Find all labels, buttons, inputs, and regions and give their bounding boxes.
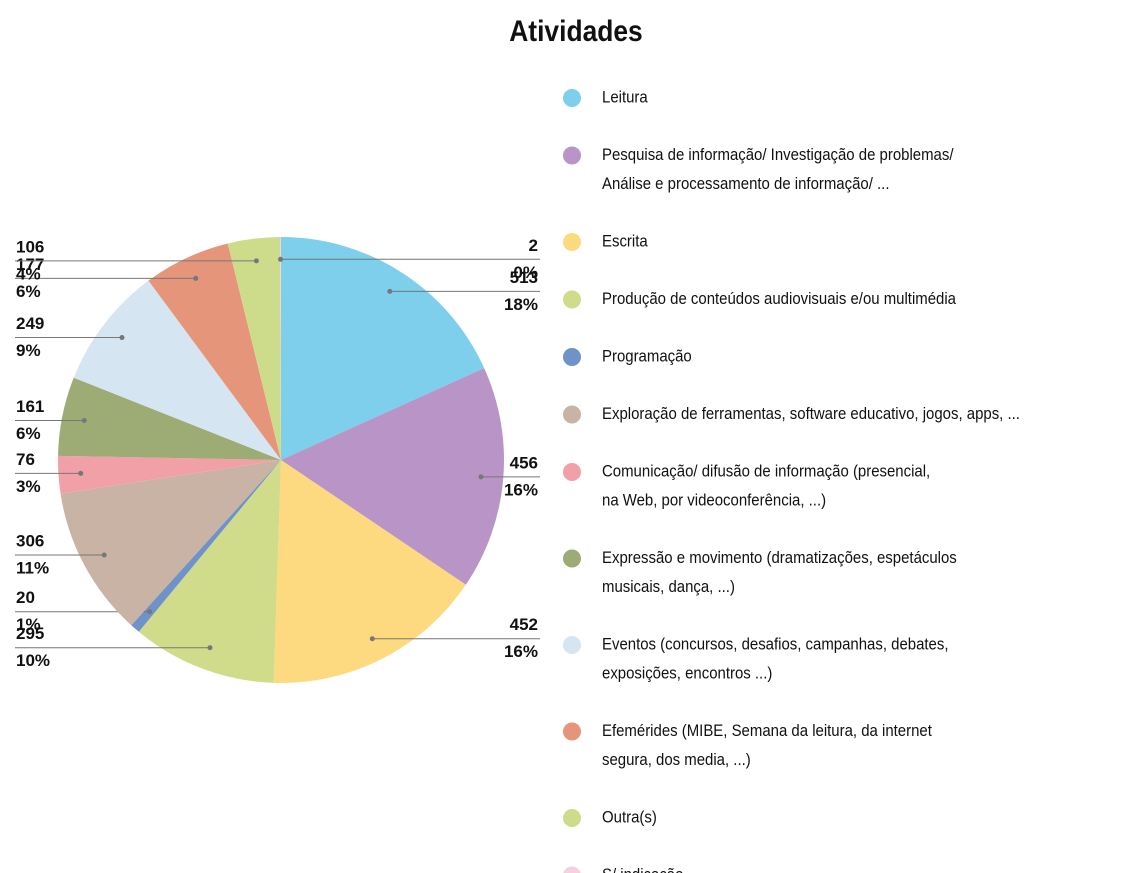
legend-label: exposições, encontros ...) [602, 665, 772, 683]
percent-label: 11% [16, 558, 49, 577]
pie-slice [281, 237, 485, 460]
pie-slice [73, 280, 281, 460]
legend-label: Leitura [602, 89, 648, 107]
pie-slice [60, 460, 282, 626]
legend-marker [563, 809, 581, 827]
percent-label: 4% [16, 264, 41, 283]
legend-label: Exploração de ferramentas, software educ… [602, 405, 1020, 423]
leader-dot [207, 645, 213, 651]
leader-dot [193, 275, 199, 281]
percent-label: 3% [16, 477, 41, 496]
value-label: 295 [16, 624, 44, 643]
pie-slice [131, 460, 281, 632]
legend-marker [563, 233, 581, 251]
value-label: 2 [529, 236, 538, 255]
leader-dot [147, 609, 153, 615]
legend-label: Pesquisa de informação/ Investigação de … [602, 146, 954, 164]
leader-dot [78, 470, 84, 476]
legend-label: Expressão e movimento (dramatizações, es… [602, 549, 957, 567]
pie-slice [58, 377, 282, 460]
percent-label: 6% [16, 424, 41, 443]
leader-dot [101, 552, 107, 558]
leader-dot [81, 417, 87, 423]
legend-label: S/ indicação [602, 866, 684, 873]
leader-dot [387, 288, 393, 294]
pie-slice [148, 243, 281, 460]
legend-marker [563, 722, 581, 741]
value-label: 513 [510, 268, 538, 287]
pie-slice [273, 460, 466, 683]
value-label: 20 [16, 588, 35, 607]
legend-label: Efemérides (MIBE, Semana da leitura, da … [602, 722, 932, 740]
legend-label: Eventos (concursos, desafios, campanhas,… [602, 636, 948, 654]
value-label: 456 [510, 453, 538, 472]
legend-marker [563, 405, 581, 424]
percent-label: 18% [504, 295, 538, 314]
leader-dot [278, 256, 284, 262]
value-label: 306 [16, 531, 44, 550]
legend-label: na Web, por videoconferência, ...) [602, 492, 826, 510]
legend-marker [563, 463, 581, 481]
legend-marker [563, 636, 581, 654]
legend-marker [563, 146, 581, 165]
legend-marker [563, 549, 581, 568]
leader-dot [369, 636, 375, 642]
value-label: 106 [16, 237, 44, 256]
legend-label: Programação [602, 348, 692, 366]
percent-label: 9% [16, 341, 41, 360]
chart-title: Atividades [509, 13, 642, 47]
percent-label: 16% [504, 642, 538, 661]
legend-marker [563, 348, 581, 366]
legend-marker [563, 866, 581, 873]
legend-label: Produção de conteúdos audiovisuais e/ou … [602, 290, 956, 308]
legend-label: Escrita [602, 233, 648, 251]
pie-slice [227, 237, 281, 460]
leader-dot [478, 474, 484, 480]
legend-label: segura, dos media, ...) [602, 751, 751, 769]
value-label: 249 [16, 314, 44, 333]
legend-label: Análise e processamento de informação/ .… [602, 175, 889, 193]
leader-dot [253, 258, 259, 264]
percent-label: 1% [16, 615, 41, 634]
legend-label: Outra(s) [602, 809, 657, 827]
pie-slice [280, 237, 281, 460]
leader-dot [119, 335, 125, 341]
pie-slice [281, 368, 505, 585]
percent-label: 16% [504, 480, 538, 499]
value-label: 452 [510, 615, 538, 634]
legend-marker [563, 89, 581, 107]
legend-label: musicais, dança, ...) [602, 578, 735, 596]
legend-label: Comunicação/ difusão de informação (pres… [602, 463, 930, 481]
percent-label: 6% [16, 282, 41, 301]
percent-label: 10% [16, 651, 50, 670]
value-label: 177 [16, 255, 44, 274]
pie-slice [138, 460, 281, 683]
pie-slice [58, 455, 281, 494]
value-label: 76 [16, 450, 35, 469]
percent-label: 0% [513, 263, 538, 282]
value-label: 161 [16, 397, 44, 416]
legend-marker [563, 290, 581, 309]
